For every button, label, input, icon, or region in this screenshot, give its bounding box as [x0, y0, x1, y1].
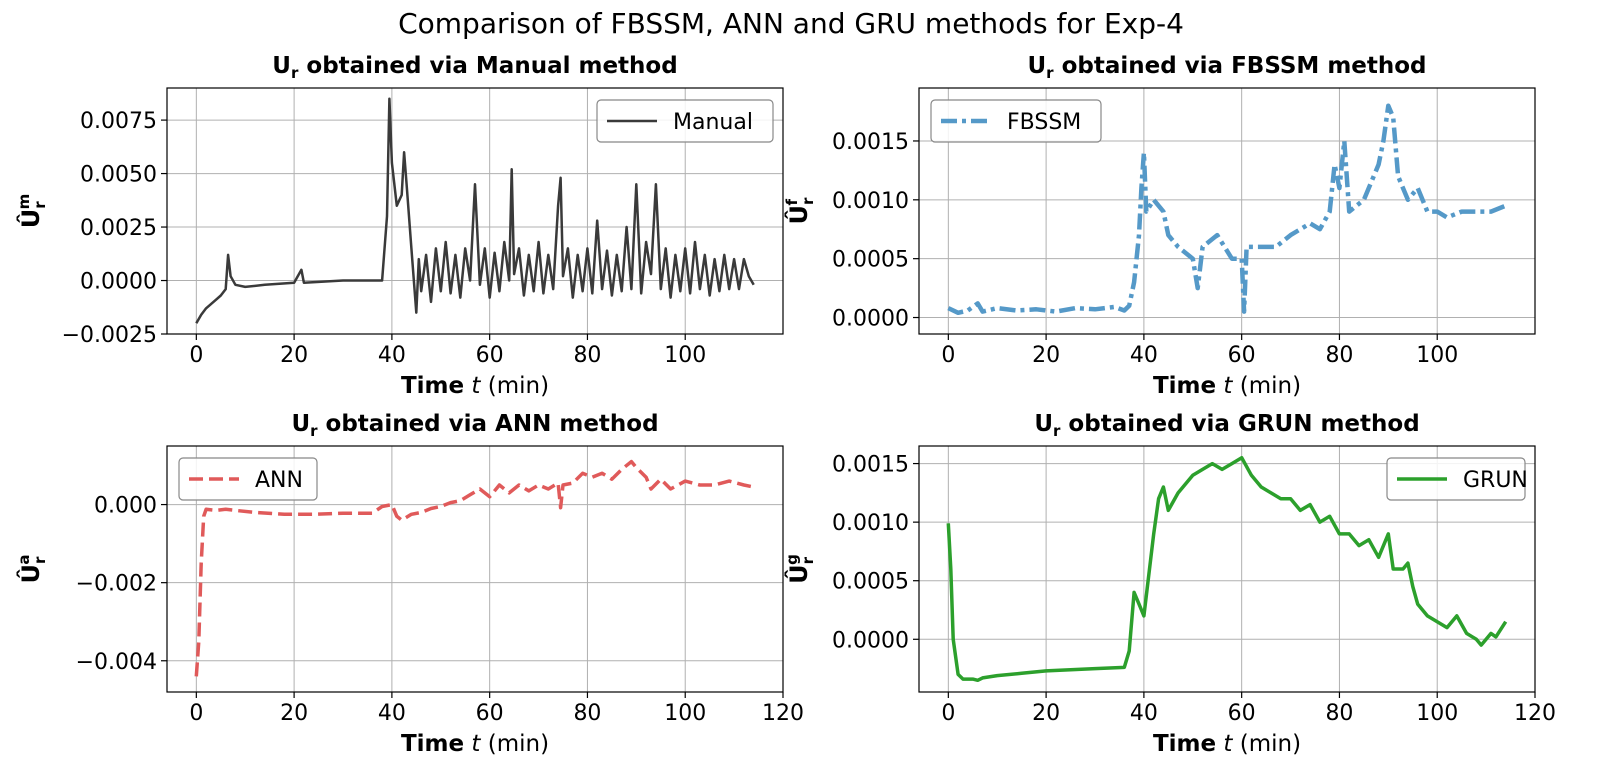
y-tick-label-grun-3: 0.0015 — [832, 453, 909, 478]
x-tick-label-fbssm-4: 80 — [1325, 343, 1353, 368]
axes-frame-fbssm — [918, 87, 1536, 335]
x-tick-label-grun-1: 20 — [1032, 701, 1060, 726]
y-axis-label-fbssm: Ûrf — [783, 197, 817, 225]
x-tick-label-grun-5: 100 — [1416, 701, 1458, 726]
legend-box-grun — [1386, 457, 1526, 501]
series-line-ann — [194, 459, 755, 677]
panel-manual: 0 20 40 60 80 100 −0.0025 0.0000 0.0025 0.0050 0.0… — [15, 53, 784, 399]
x-tick-label-fbssm-5: 100 — [1416, 343, 1458, 368]
y-axis-label-ann: Ûra — [15, 554, 49, 583]
x-tick-label-ann-4: 80 — [573, 701, 601, 726]
x-tick-label-fbssm-0: 0 — [941, 343, 955, 368]
legend-box-fbssm — [930, 99, 1102, 143]
y-tick-label-fbssm-2: 0.0010 — [832, 189, 909, 214]
legend-label-grun: GRUN — [1463, 468, 1528, 493]
legend-box-ann — [178, 457, 318, 501]
y-tick-label-grun-0: 0.0000 — [832, 628, 909, 653]
x-tick-label-manual-0: 0 — [189, 343, 203, 368]
x-tick-label-manual-3: 60 — [476, 343, 504, 368]
y-tick-label-grun-2: 0.0010 — [832, 511, 909, 536]
series-line-fbssm — [947, 103, 1507, 316]
y-tick-label-fbssm-1: 0.0005 — [832, 248, 909, 273]
legend-ann: ANN — [178, 457, 318, 501]
axes-frame-grun — [918, 445, 1536, 693]
x-tick-label-grun-0: 0 — [941, 701, 955, 726]
legend-label-manual: Manual — [673, 110, 753, 135]
x-tick-label-manual-1: 20 — [280, 343, 308, 368]
panel-title-grun: Ur obtained via GRUN method — [1034, 411, 1419, 440]
y-tick-label-ann-1: −0.002 — [76, 572, 157, 597]
panel-ann: 0 20 40 60 80 100 120 −0.004 −0.002 0.000 Ur obtai… — [15, 411, 804, 757]
x-tick-label-manual-4: 80 — [573, 343, 601, 368]
x-axis-label-fbssm: Time t (min) — [1153, 373, 1301, 399]
panel-grun: 0 20 40 60 80 100 120 0.0000 0.0005 0.0010 0.0015 U… — [783, 411, 1556, 757]
x-axis-label-grun: Time t (min) — [1153, 731, 1301, 757]
panel-title-ann: Ur obtained via ANN method — [291, 411, 658, 440]
x-tick-label-manual-5: 100 — [664, 343, 706, 368]
legend-box-manual — [596, 99, 774, 143]
y-tick-label-manual-4: 0.0075 — [80, 109, 157, 134]
y-tick-label-ann-0: −0.004 — [76, 650, 157, 675]
x-tick-label-grun-3: 60 — [1228, 701, 1256, 726]
y-tick-label-manual-2: 0.0025 — [80, 216, 157, 241]
x-tick-label-manual-2: 40 — [378, 343, 406, 368]
y-axis-label-grun: Ûrg — [783, 554, 817, 584]
y-tick-label-grun-1: 0.0005 — [832, 570, 909, 595]
x-tick-label-ann-6: 120 — [762, 701, 804, 726]
legend-label-fbssm: FBSSM — [1007, 110, 1081, 135]
x-tick-label-grun-2: 40 — [1130, 701, 1158, 726]
legend-fbssm: FBSSM — [930, 99, 1102, 143]
legend-label-ann: ANN — [255, 468, 303, 493]
panel-title-fbssm: Ur obtained via FBSSM method — [1027, 53, 1426, 82]
x-tick-label-ann-2: 40 — [378, 701, 406, 726]
x-tick-label-fbssm-3: 60 — [1228, 343, 1256, 368]
y-tick-label-fbssm-0: 0.0000 — [832, 307, 909, 332]
x-tick-label-grun-4: 80 — [1325, 701, 1353, 726]
y-axis-label-manual: Ûrm — [15, 194, 49, 229]
y-tick-label-manual-0: −0.0025 — [62, 323, 157, 348]
y-tick-label-manual-3: 0.0050 — [80, 163, 157, 188]
axes-frame-ann — [166, 445, 784, 693]
series-line-grun — [946, 455, 1508, 683]
y-tick-label-ann-2: 0.000 — [94, 494, 157, 519]
y-tick-label-fbssm-3: 0.0015 — [832, 130, 909, 155]
series-line-manual — [195, 97, 755, 324]
x-tick-label-fbssm-2: 40 — [1130, 343, 1158, 368]
legend-manual: Manual — [596, 99, 774, 143]
figure-suptitle: Comparison of FBSSM, ANN and GRU methods… — [398, 7, 1184, 40]
x-axis-label-ann: Time t (min) — [401, 731, 549, 757]
x-axis-label-manual: Time t (min) — [401, 373, 549, 399]
x-tick-label-fbssm-1: 20 — [1032, 343, 1060, 368]
x-tick-label-ann-1: 20 — [280, 701, 308, 726]
y-tick-label-manual-1: 0.0000 — [80, 270, 157, 295]
panel-fbssm: 0 20 40 60 80 100 0.0000 0.0005 0.0010 0.0015 Ur o… — [783, 53, 1536, 399]
panel-title-manual: Ur obtained via Manual method — [272, 53, 677, 82]
x-tick-label-ann-5: 100 — [664, 701, 706, 726]
x-tick-label-ann-0: 0 — [189, 701, 203, 726]
axes-frame-manual — [166, 87, 784, 335]
x-tick-label-ann-3: 60 — [476, 701, 504, 726]
legend-grun: GRUN — [1386, 457, 1528, 501]
x-tick-label-grun-6: 120 — [1514, 701, 1556, 726]
